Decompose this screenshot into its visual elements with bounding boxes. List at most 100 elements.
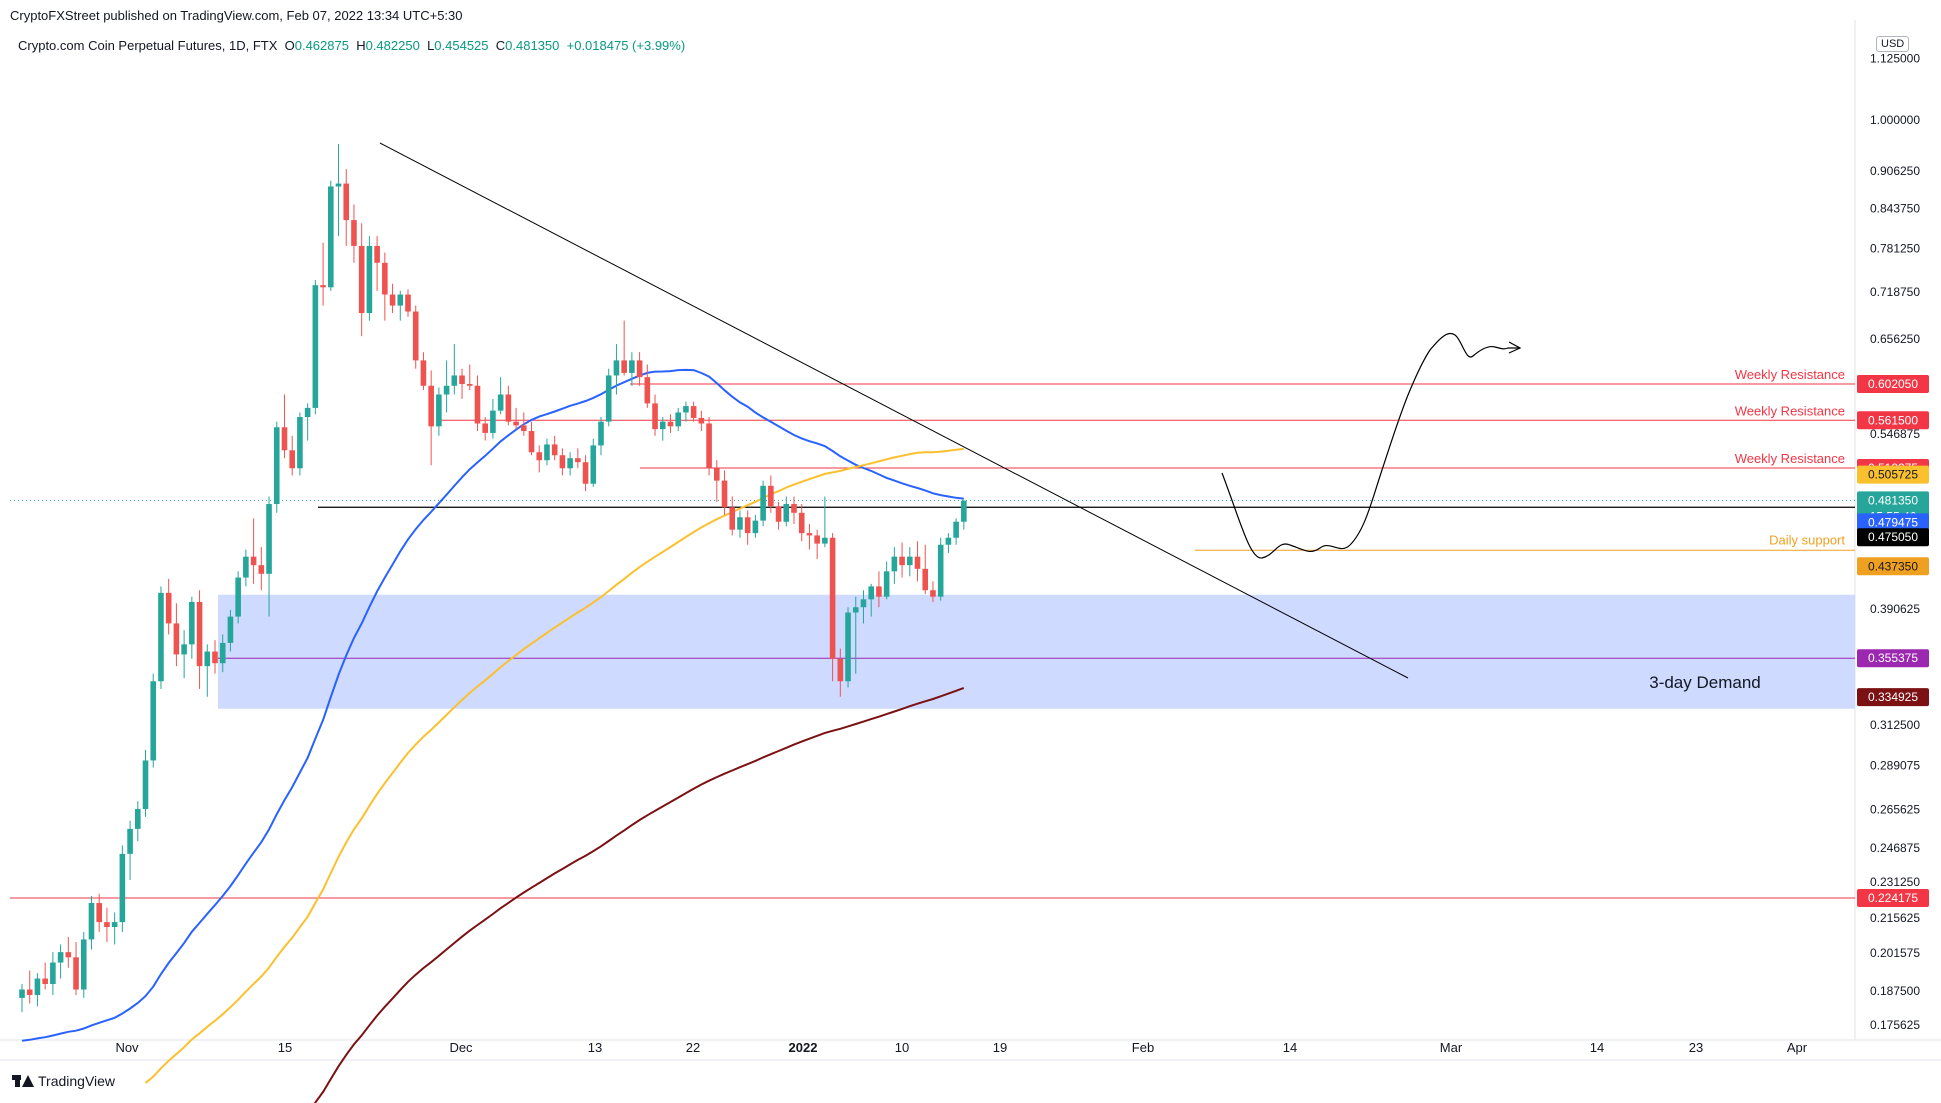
candle-body xyxy=(227,616,234,643)
moving-average-100-line xyxy=(144,447,964,1084)
candle-body xyxy=(181,644,187,655)
candle-body xyxy=(930,590,936,597)
candle-body xyxy=(683,406,689,413)
candle-body xyxy=(629,360,635,373)
candle-body xyxy=(451,375,458,386)
price-axis-tick: 0.246875 xyxy=(1870,841,1920,855)
time-axis-tick: 14 xyxy=(1590,1040,1604,1055)
candle-body xyxy=(621,360,627,373)
low-label: L xyxy=(427,38,435,53)
time-axis-tick: Nov xyxy=(115,1040,139,1055)
candle-body xyxy=(65,952,72,958)
price-axis-tick: 1.125000 xyxy=(1870,52,1920,66)
candle-body xyxy=(420,360,427,386)
candle-body xyxy=(559,455,566,469)
tradingview-logo[interactable]: TradingView xyxy=(12,1073,115,1089)
candle-body xyxy=(528,431,535,453)
demand-zone xyxy=(218,594,1855,709)
open-value: 0.462875 xyxy=(294,38,349,53)
candle-body xyxy=(791,504,797,513)
candle-body xyxy=(297,417,303,469)
annotation-3-day-demand: 3-day Demand xyxy=(1649,673,1761,692)
annotation-weekly-resistance: Weekly Resistance xyxy=(1735,403,1845,418)
candle-body xyxy=(320,285,326,288)
candle-body xyxy=(868,586,874,600)
publisher-line: CryptoFXStreet published on TradingView.… xyxy=(10,8,463,23)
candle-body xyxy=(706,423,712,469)
candle-body xyxy=(351,220,357,246)
candle-body xyxy=(845,612,851,682)
time-axis-tick: Mar xyxy=(1440,1040,1463,1055)
candle-body xyxy=(57,952,64,963)
candle-body xyxy=(482,423,488,433)
candle-body xyxy=(474,385,481,424)
close-value: 0.481350 xyxy=(505,38,560,53)
price-axis-tick: 0.546875 xyxy=(1870,427,1920,441)
price-label-text: 0.602050 xyxy=(1868,377,1918,391)
price-axis-tick: 0.289075 xyxy=(1870,759,1920,773)
candle-body xyxy=(505,394,512,422)
candle-body xyxy=(96,903,102,923)
candle-body xyxy=(366,245,373,314)
price-axis-tick: 0.781250 xyxy=(1870,241,1920,255)
candle-body xyxy=(212,651,218,664)
candle-body xyxy=(243,556,249,578)
price-label-text: 0.355375 xyxy=(1868,651,1918,665)
candle-body xyxy=(436,394,442,427)
price-label-text: 0.505725 xyxy=(1868,468,1918,482)
price-label-text: 0.481350 xyxy=(1868,493,1918,507)
candle-body xyxy=(582,462,589,484)
candle-body xyxy=(382,262,388,295)
candle-body xyxy=(605,375,612,422)
candle-body xyxy=(752,520,759,534)
candle-body xyxy=(304,407,311,418)
open-label: O xyxy=(284,38,295,53)
candle-body xyxy=(335,183,342,187)
candle-body xyxy=(266,504,272,574)
candle-body xyxy=(544,444,550,461)
price-axis-tick: 0.231250 xyxy=(1870,875,1920,889)
price-label-box xyxy=(1857,513,1929,532)
tradingview-logo-icon xyxy=(12,1075,34,1087)
candle-body xyxy=(281,427,288,451)
time-axis-tick: 13 xyxy=(588,1040,602,1055)
high-label: H xyxy=(356,38,366,53)
candle-body xyxy=(652,403,658,430)
time-axis-tick: 15 xyxy=(278,1040,292,1055)
candle-body xyxy=(273,427,280,505)
price-axis-tick: 0.265625 xyxy=(1870,803,1920,817)
moving-average-200-line xyxy=(313,686,965,1103)
price-label-box xyxy=(1857,465,1929,484)
time-axis-tick: 19 xyxy=(993,1040,1007,1055)
candle-body xyxy=(111,922,118,927)
price-label-text: 0.437350 xyxy=(1868,559,1918,573)
candle-body xyxy=(50,962,56,984)
candle-body xyxy=(405,294,411,312)
candle-body xyxy=(907,556,913,566)
candle-body xyxy=(204,651,211,667)
candle-body xyxy=(590,445,597,484)
time-axis-tick: Dec xyxy=(449,1040,473,1055)
candle-body xyxy=(235,577,241,617)
price-label-box xyxy=(1857,688,1929,707)
candle-body xyxy=(690,406,697,418)
candle-body xyxy=(714,468,720,481)
annotation-weekly-resistance: Weekly Resistance xyxy=(1735,451,1845,466)
candle-body xyxy=(922,568,929,591)
candle-body xyxy=(158,592,164,682)
candle-body xyxy=(760,485,766,521)
close-label: C xyxy=(495,38,506,53)
time-axis-tick: 14 xyxy=(1283,1040,1297,1055)
candle-body xyxy=(219,642,226,664)
currency-button[interactable]: USD xyxy=(1876,36,1910,52)
candle-body xyxy=(829,537,836,659)
price-label-box xyxy=(1857,528,1929,547)
price-axis-tick: 0.843750 xyxy=(1870,201,1920,215)
candle-body xyxy=(883,571,890,597)
candle-body xyxy=(575,458,581,463)
candle-body xyxy=(837,658,844,682)
candle-body xyxy=(19,989,25,998)
symbol-name[interactable]: Crypto.com Coin Perpetual Futures, 1D, F… xyxy=(18,38,278,53)
price-axis-tick: 0.656250 xyxy=(1870,332,1920,346)
